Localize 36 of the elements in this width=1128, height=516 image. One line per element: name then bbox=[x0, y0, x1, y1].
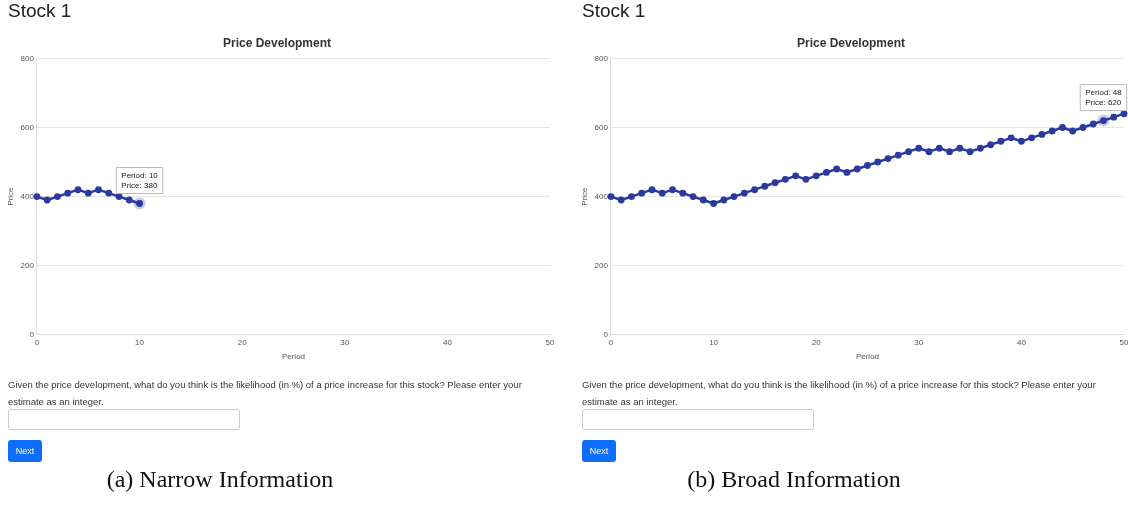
text: Given the price development, what do you think is the likelihood (in %) of a price increase for this stock? Please enter your estimate as an integer. bbox=[8, 378, 523, 409]
chart-title: Price Development bbox=[222, 35, 332, 50]
x-tick-label: 40 bbox=[1016, 337, 1027, 347]
text: (a) Narrow Information bbox=[105, 466, 335, 493]
y-axis-title: Price bbox=[580, 186, 589, 206]
x-axis-title: Period bbox=[281, 352, 306, 362]
x-tick-label: 40 bbox=[442, 337, 453, 347]
x-tick-label: 10 bbox=[135, 337, 145, 347]
y-axis-title: Price bbox=[6, 186, 15, 206]
text: Given the price development, what do you think is the likelihood (in %) of a price increase for this stock? Please enter your estimate as an integer. bbox=[582, 378, 1097, 409]
x-tick-label: 10 bbox=[709, 337, 719, 347]
x-axis-title: Period bbox=[855, 352, 880, 362]
y-tick-label: 400 bbox=[594, 191, 609, 201]
button: Next bbox=[582, 440, 616, 462]
text: Stock 1 bbox=[582, 0, 646, 22]
y-tick-label: 800 bbox=[20, 53, 35, 63]
x-tick-label: 50 bbox=[1119, 337, 1128, 347]
y-tick-label: 0 bbox=[603, 330, 609, 339]
x-tick-label: 30 bbox=[914, 337, 924, 347]
annotation: Period: 10 Price: 380 bbox=[121, 170, 159, 190]
text: (b) Broad Information bbox=[686, 466, 902, 493]
y-tick-label: 0 bbox=[29, 330, 35, 339]
x-tick-label: 20 bbox=[811, 337, 822, 347]
x-tick-label: 50 bbox=[545, 337, 555, 347]
y-tick-label: 600 bbox=[20, 122, 35, 132]
x-tick-label: 30 bbox=[340, 337, 350, 347]
text: Stock 1 bbox=[8, 0, 72, 22]
button: Next bbox=[8, 440, 42, 462]
x-tick-label: 20 bbox=[237, 337, 248, 347]
annotation: Period: 48 Price: 620 bbox=[1085, 87, 1123, 107]
y-tick-label: 800 bbox=[594, 53, 609, 63]
y-tick-label: 600 bbox=[594, 122, 609, 132]
chart-title: Price Development bbox=[796, 35, 906, 50]
y-tick-label: 400 bbox=[20, 191, 35, 201]
y-tick-label: 200 bbox=[594, 260, 609, 270]
y-tick-label: 200 bbox=[20, 260, 35, 270]
